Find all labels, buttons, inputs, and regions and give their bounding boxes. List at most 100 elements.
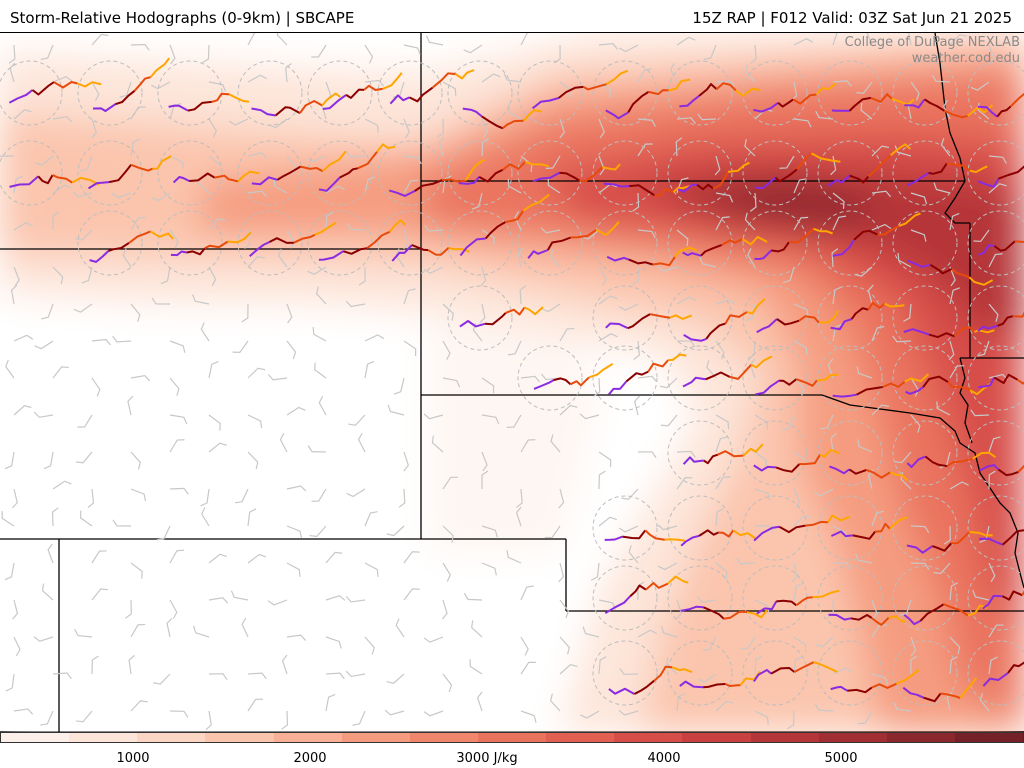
wind-barb <box>715 192 734 203</box>
hodograph-ring <box>0 140 63 206</box>
wind-barb <box>744 139 756 157</box>
wind-barb <box>325 693 336 712</box>
wind-barb <box>364 44 374 64</box>
wind-barb <box>666 657 678 675</box>
wind-barb <box>80 155 93 172</box>
hodograph-segment <box>943 603 969 617</box>
wind-barb <box>949 636 961 655</box>
hodograph-segment <box>442 178 466 183</box>
wind-barb <box>783 266 795 284</box>
wind-barb <box>208 673 228 681</box>
wind-barb <box>4 451 15 470</box>
wind-barb <box>637 143 653 157</box>
state-borders <box>0 33 1024 733</box>
hodograph-segment <box>830 685 848 692</box>
hodograph-segment <box>816 373 839 382</box>
hodograph-ring <box>967 420 1024 486</box>
hodograph-segment <box>77 81 102 88</box>
wind-barb <box>318 396 327 416</box>
wind-barb <box>970 81 990 91</box>
hodograph-trace <box>977 165 1024 188</box>
hodograph-ring <box>447 285 513 351</box>
wind-barb <box>364 334 385 342</box>
wind-barb <box>933 182 951 194</box>
hodograph-segment <box>606 255 630 262</box>
hodograph-segment <box>595 221 620 236</box>
hodograph-trace <box>605 78 691 120</box>
hodograph-segment <box>1012 311 1024 318</box>
hodograph-trace <box>605 313 693 330</box>
wind-barb <box>676 229 689 247</box>
wind-barb <box>122 248 132 268</box>
wind-barb <box>91 81 100 101</box>
wind-barb <box>312 327 327 342</box>
wind-barb <box>442 377 461 388</box>
hodograph-segment <box>813 227 833 235</box>
wind-barb <box>247 367 266 379</box>
hodograph-segment <box>667 575 689 585</box>
wind-barb <box>658 562 678 571</box>
wind-barb <box>307 266 327 276</box>
wind-barb <box>791 562 798 583</box>
hodograph-ring <box>77 60 143 126</box>
wind-barb <box>193 625 210 638</box>
hodograph-segment <box>742 443 764 457</box>
hodograph-trace <box>532 163 621 183</box>
hodograph-ring <box>447 210 513 276</box>
wind-barb <box>267 374 288 381</box>
wind-barb <box>41 303 54 320</box>
wind-barb <box>598 155 605 176</box>
hodograph-segment <box>570 228 597 239</box>
hodograph-trace <box>902 677 978 703</box>
hodograph-segment <box>168 104 189 112</box>
hodograph-segment <box>774 168 798 183</box>
hodograph-trace <box>608 353 687 396</box>
hodograph-ring <box>892 420 958 486</box>
hodograph-trace <box>9 174 100 188</box>
wind-barb <box>830 432 837 453</box>
hodograph-segment <box>204 240 229 250</box>
hodograph-segment <box>1016 378 1024 385</box>
hodograph-trace <box>682 443 764 465</box>
hodograph-segment <box>919 603 945 622</box>
map-panel[interactable]: College of DuPage NEXLAB weather.cod.edu <box>0 32 1024 733</box>
hodograph-segment <box>771 241 790 253</box>
hodograph-ring <box>517 345 583 411</box>
colorbar-segment <box>818 733 887 742</box>
wind-barb <box>660 414 678 427</box>
hodograph-segment <box>756 600 778 615</box>
hodograph-segment <box>501 161 527 171</box>
hodograph-segment <box>818 310 840 324</box>
hodograph-segment <box>649 313 671 319</box>
wind-barb <box>247 33 262 46</box>
wind-barb <box>903 303 912 322</box>
wind-barb <box>364 562 379 577</box>
hodograph-segment <box>852 530 876 540</box>
hodograph-ring <box>967 60 1024 126</box>
wind-barb <box>403 118 410 139</box>
wind-barb <box>286 485 307 492</box>
hodograph-segment <box>357 151 378 170</box>
wind-barb <box>463 592 483 601</box>
hodograph-segment <box>850 614 873 621</box>
hodograph-segment <box>92 103 116 112</box>
wind-barb <box>750 44 757 64</box>
hodograph-trace <box>172 170 260 184</box>
wind-barb <box>5 673 15 692</box>
hodograph-trace <box>677 161 750 193</box>
hodograph-ring <box>892 285 958 351</box>
hodograph-ring <box>592 495 658 561</box>
hodograph-ring <box>817 140 883 206</box>
wind-barb <box>547 178 561 194</box>
wind-barb <box>481 451 488 472</box>
hodograph-segment <box>186 247 206 256</box>
hodograph-segment <box>951 531 971 545</box>
hodograph-segment <box>798 315 820 324</box>
wind-barb <box>703 44 717 61</box>
wind-barb <box>598 470 606 490</box>
hodograph-segment <box>680 534 700 547</box>
wind-barb <box>279 433 288 453</box>
hodograph-segment <box>376 143 396 153</box>
wind-barb <box>79 510 93 527</box>
hodograph-segment <box>828 613 852 621</box>
